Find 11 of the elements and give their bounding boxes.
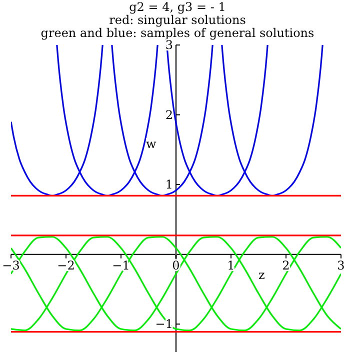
x-axis-title: z (258, 268, 265, 282)
chart-title: g2 = 4, g3 = - 1 (128, 0, 227, 14)
x-tick-label: 1 (227, 258, 235, 272)
y-tick-label: 1 (165, 178, 173, 192)
x-tick-label: 3 (337, 258, 345, 272)
y-tick-label: 2 (165, 108, 173, 122)
x-tick-label: 2 (282, 258, 290, 272)
y-tick-label: 3 (165, 38, 173, 52)
chart-subtitle: red: singular solutions green and blue: samples of general solutions (40, 13, 316, 40)
y-axis-title: w (146, 137, 156, 152)
x-tick-label: 0 (172, 258, 180, 272)
